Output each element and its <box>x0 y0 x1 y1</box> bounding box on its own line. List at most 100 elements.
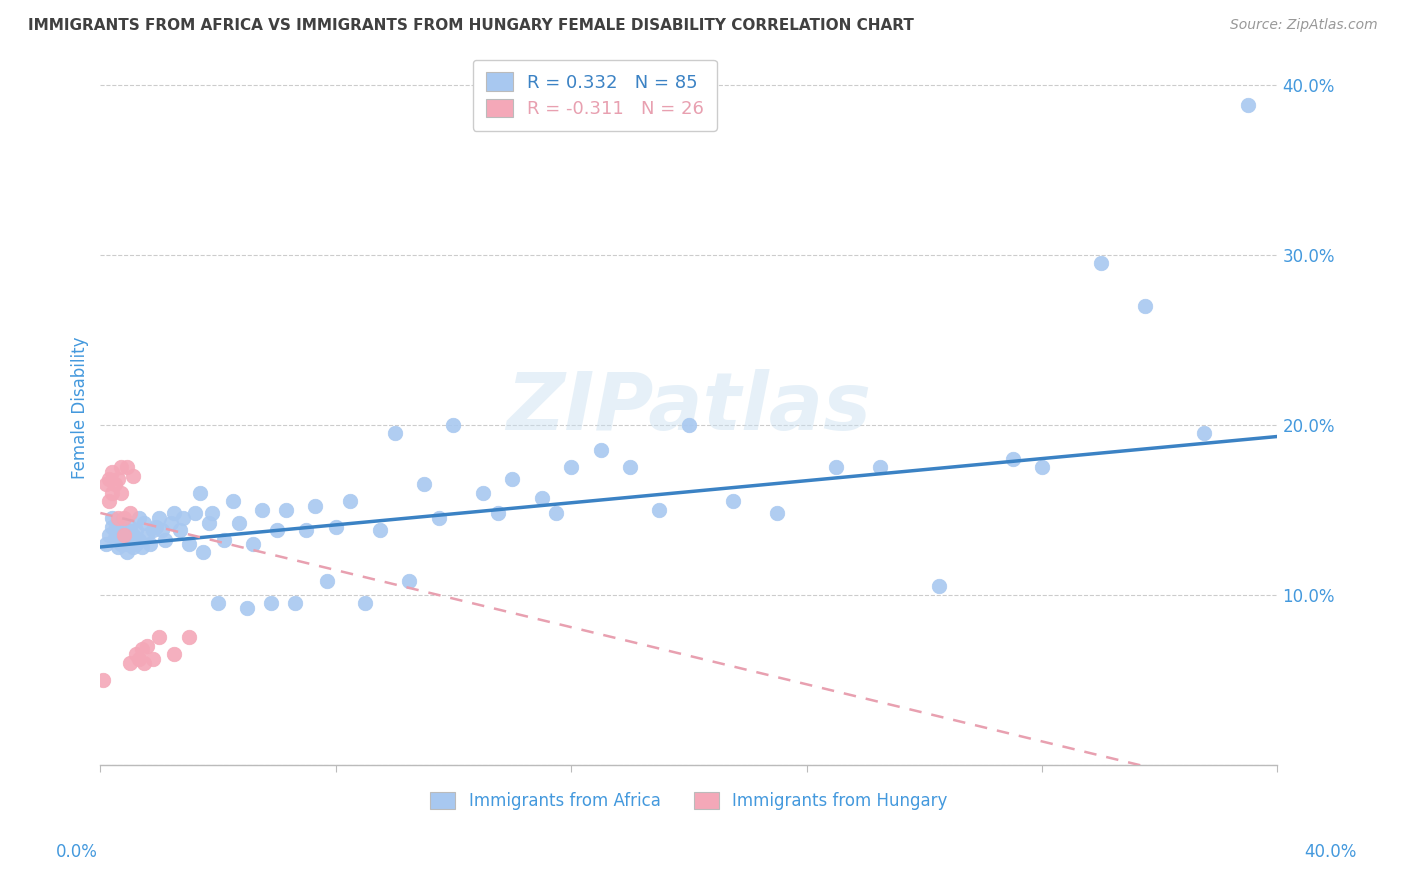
Point <box>201 506 224 520</box>
Point <box>1001 451 1024 466</box>
Point <box>443 417 465 432</box>
Point <box>107 540 129 554</box>
Point <box>619 460 641 475</box>
Point <box>107 472 129 486</box>
Point <box>177 630 200 644</box>
Point <box>128 533 150 548</box>
Point <box>589 443 612 458</box>
Point <box>104 477 127 491</box>
Point <box>212 533 235 548</box>
Point <box>121 468 143 483</box>
Point <box>766 506 789 520</box>
Point <box>96 477 118 491</box>
Point <box>1031 460 1053 475</box>
Point <box>112 528 135 542</box>
Point <box>118 519 141 533</box>
Point <box>1192 426 1215 441</box>
Point <box>274 502 297 516</box>
Point <box>1090 256 1112 270</box>
Point <box>160 516 183 531</box>
Point <box>150 523 173 537</box>
Point <box>501 472 523 486</box>
Text: Source: ZipAtlas.com: Source: ZipAtlas.com <box>1230 18 1378 32</box>
Point <box>825 460 848 475</box>
Text: IMMIGRANTS FROM AFRICA VS IMMIGRANTS FROM HUNGARY FEMALE DISABILITY CORRELATION : IMMIGRANTS FROM AFRICA VS IMMIGRANTS FRO… <box>28 18 914 33</box>
Point <box>142 652 165 666</box>
Point <box>107 528 129 542</box>
Point <box>384 426 406 441</box>
Point <box>163 506 186 520</box>
Point <box>115 460 138 475</box>
Point <box>546 506 568 520</box>
Point <box>228 516 250 531</box>
Y-axis label: Female Disability: Female Disability <box>72 336 89 479</box>
Point <box>250 502 273 516</box>
Point <box>486 506 509 520</box>
Point <box>134 516 156 531</box>
Point <box>928 579 950 593</box>
Point <box>124 647 146 661</box>
Point <box>131 642 153 657</box>
Point <box>110 485 132 500</box>
Point <box>148 630 170 644</box>
Point <box>304 499 326 513</box>
Point <box>869 460 891 475</box>
Text: ZIPatlas: ZIPatlas <box>506 368 872 447</box>
Point <box>190 485 212 500</box>
Point <box>98 494 121 508</box>
Point <box>648 502 671 516</box>
Point <box>136 639 159 653</box>
Point <box>112 511 135 525</box>
Point <box>721 494 744 508</box>
Point <box>325 519 347 533</box>
Point <box>236 601 259 615</box>
Point <box>110 536 132 550</box>
Point <box>678 417 700 432</box>
Point <box>145 519 167 533</box>
Point <box>339 494 361 508</box>
Point <box>398 574 420 588</box>
Point <box>118 656 141 670</box>
Point <box>172 511 194 525</box>
Point <box>91 673 114 687</box>
Point <box>112 526 135 541</box>
Point <box>121 540 143 554</box>
Point <box>110 516 132 531</box>
Point <box>131 540 153 554</box>
Text: 0.0%: 0.0% <box>56 843 98 861</box>
Point <box>121 528 143 542</box>
Point <box>128 511 150 525</box>
Point <box>354 596 377 610</box>
Point <box>124 523 146 537</box>
Point <box>104 523 127 537</box>
Point <box>193 545 215 559</box>
Point <box>153 533 176 548</box>
Point <box>139 536 162 550</box>
Point <box>368 523 391 537</box>
Point <box>118 533 141 548</box>
Point <box>118 506 141 520</box>
Point <box>471 485 494 500</box>
Point <box>284 596 307 610</box>
Point <box>413 477 436 491</box>
Point <box>96 536 118 550</box>
Point <box>148 511 170 525</box>
Point <box>295 523 318 537</box>
Point <box>136 528 159 542</box>
Point <box>124 536 146 550</box>
Legend: Immigrants from Africa, Immigrants from Hungary: Immigrants from Africa, Immigrants from … <box>423 785 955 817</box>
Point <box>198 516 221 531</box>
Point <box>115 523 138 537</box>
Point <box>427 511 450 525</box>
Point <box>104 532 127 546</box>
Point <box>169 523 191 537</box>
Point <box>134 656 156 670</box>
Point <box>128 652 150 666</box>
Point <box>107 511 129 525</box>
Point <box>112 536 135 550</box>
Point <box>110 460 132 475</box>
Point <box>163 647 186 661</box>
Point <box>1237 98 1260 112</box>
Point <box>530 491 553 505</box>
Point <box>98 472 121 486</box>
